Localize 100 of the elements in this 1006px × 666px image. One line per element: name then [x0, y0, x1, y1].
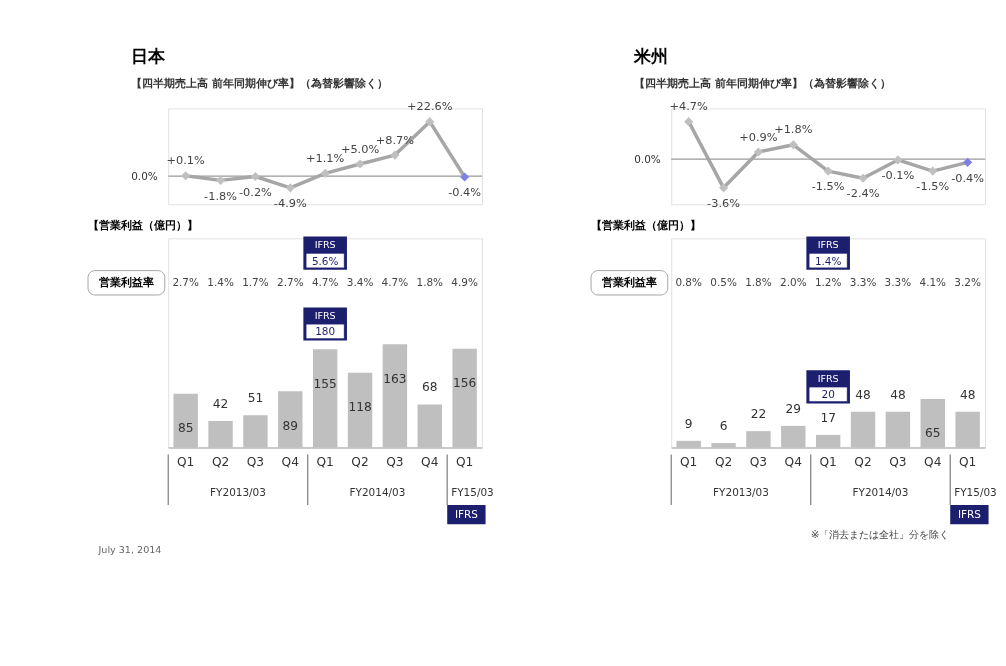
data-label: 6 — [719, 419, 728, 434]
annotation: IFRS — [817, 238, 839, 250]
point — [460, 172, 470, 182]
chart-title: 【営業利益（億円）】 — [590, 217, 701, 232]
annotation: 4.9% — [451, 276, 478, 289]
bar — [243, 415, 268, 448]
x-tick-label: Q4 — [784, 455, 803, 470]
text: 営業利益率 — [98, 275, 154, 290]
ref-line-label: 0.0% — [131, 169, 158, 182]
annotation: 3.4% — [346, 276, 374, 289]
data-label: 22 — [750, 407, 767, 422]
point — [215, 175, 226, 185]
text: FY15/03 — [954, 486, 997, 499]
data-label: 51 — [247, 391, 264, 406]
x-tick-label: Q4 — [924, 455, 942, 470]
annotation: 0.8% — [675, 276, 703, 289]
data-label: 9 — [684, 416, 693, 431]
bar — [711, 443, 736, 448]
point — [823, 166, 833, 176]
x-tick-label: Q2 — [714, 455, 733, 470]
annotation: 2.0% — [780, 276, 807, 289]
data-label: -1.5% — [916, 179, 950, 194]
annotation: 1.7% — [242, 276, 269, 289]
x-tick-label: Q3 — [246, 455, 265, 470]
annotation: 4.7% — [381, 276, 409, 289]
data-label: +1.1% — [306, 151, 345, 166]
data-label: 48 — [890, 387, 906, 402]
x-tick-label: Q2 — [211, 455, 230, 470]
text: FY2013/03 — [210, 486, 266, 499]
point — [753, 147, 763, 157]
text: ※「消去または全社」分を除く — [810, 528, 950, 541]
x-tick-label: Q1 — [958, 455, 977, 470]
text: IFRS — [957, 508, 982, 521]
data-label: 155 — [313, 376, 337, 391]
x-tick-label: Q2 — [351, 455, 369, 470]
annotation: 20 — [821, 388, 835, 401]
text: FY2014/03 — [349, 486, 406, 499]
bar — [312, 349, 338, 448]
chart-title: 【営業利益（億円）】 — [87, 217, 198, 232]
point — [285, 183, 295, 193]
data-label: 163 — [383, 371, 407, 386]
annotation: 0.5% — [710, 276, 737, 289]
annotation: 2.7% — [172, 276, 200, 289]
annotation: 180 — [315, 325, 336, 338]
data-label: 29 — [785, 401, 802, 416]
data-label: 48 — [855, 387, 871, 402]
data-label: 68 — [422, 380, 438, 395]
x-tick-label: Q4 — [421, 455, 439, 470]
data-label: -2.4% — [846, 186, 880, 201]
x-tick-label: Q1 — [680, 455, 698, 470]
point — [425, 117, 435, 127]
bar — [815, 434, 841, 448]
bar — [850, 411, 876, 448]
data-label: -1.8% — [204, 188, 238, 203]
x-tick-label: Q1 — [819, 455, 837, 470]
x-tick-label: Q3 — [749, 455, 768, 470]
annotation: 1.8% — [745, 276, 772, 289]
point — [390, 150, 400, 160]
point — [355, 159, 365, 169]
data-label: 17 — [820, 410, 836, 425]
text: FY2013/03 — [713, 486, 769, 499]
data-label: -1.5% — [811, 179, 845, 194]
data-label: 89 — [282, 418, 299, 433]
bar — [955, 411, 980, 448]
data-label: +4.7% — [669, 99, 709, 114]
point — [684, 117, 694, 127]
point — [963, 157, 973, 167]
point — [858, 173, 868, 183]
point — [893, 155, 903, 165]
x-tick-label: Q3 — [386, 455, 404, 470]
data-label: -0.4% — [951, 170, 985, 185]
annotation: 5.6% — [311, 254, 339, 267]
bar — [208, 420, 233, 448]
bar — [382, 344, 408, 448]
annotation: IFRS — [314, 309, 336, 321]
annotation: 4.7% — [311, 276, 339, 289]
data-label: -0.1% — [881, 168, 915, 183]
data-label: +22.6% — [407, 99, 453, 114]
text: July 31, 2014 — [97, 544, 162, 556]
annotation: 1.4% — [207, 276, 234, 289]
x-tick-label: Q1 — [455, 455, 474, 470]
data-label: -3.6% — [707, 196, 741, 210]
chart-subtitle: 【四半期売上高 前年同期伸び率】（為替影響除く） — [634, 75, 892, 90]
annotation: IFRS — [817, 372, 839, 384]
text: FY15/03 — [451, 486, 494, 499]
annotation: 1.8% — [416, 276, 444, 289]
data-label: 156 — [453, 376, 477, 391]
data-label: 118 — [348, 400, 372, 415]
annotation: 3.2% — [954, 276, 981, 289]
annotation: 1.2% — [814, 276, 842, 289]
point — [181, 171, 191, 181]
bar — [278, 391, 303, 448]
data-label: 85 — [177, 421, 194, 436]
point — [928, 166, 938, 176]
chart-subtitle: 【四半期売上高 前年同期伸び率】（為替影響除く） — [131, 75, 389, 90]
annotation: IFRS — [314, 238, 336, 250]
bar — [920, 399, 945, 448]
point — [718, 183, 729, 193]
data-label: -4.9% — [273, 196, 307, 210]
bar — [173, 393, 198, 448]
